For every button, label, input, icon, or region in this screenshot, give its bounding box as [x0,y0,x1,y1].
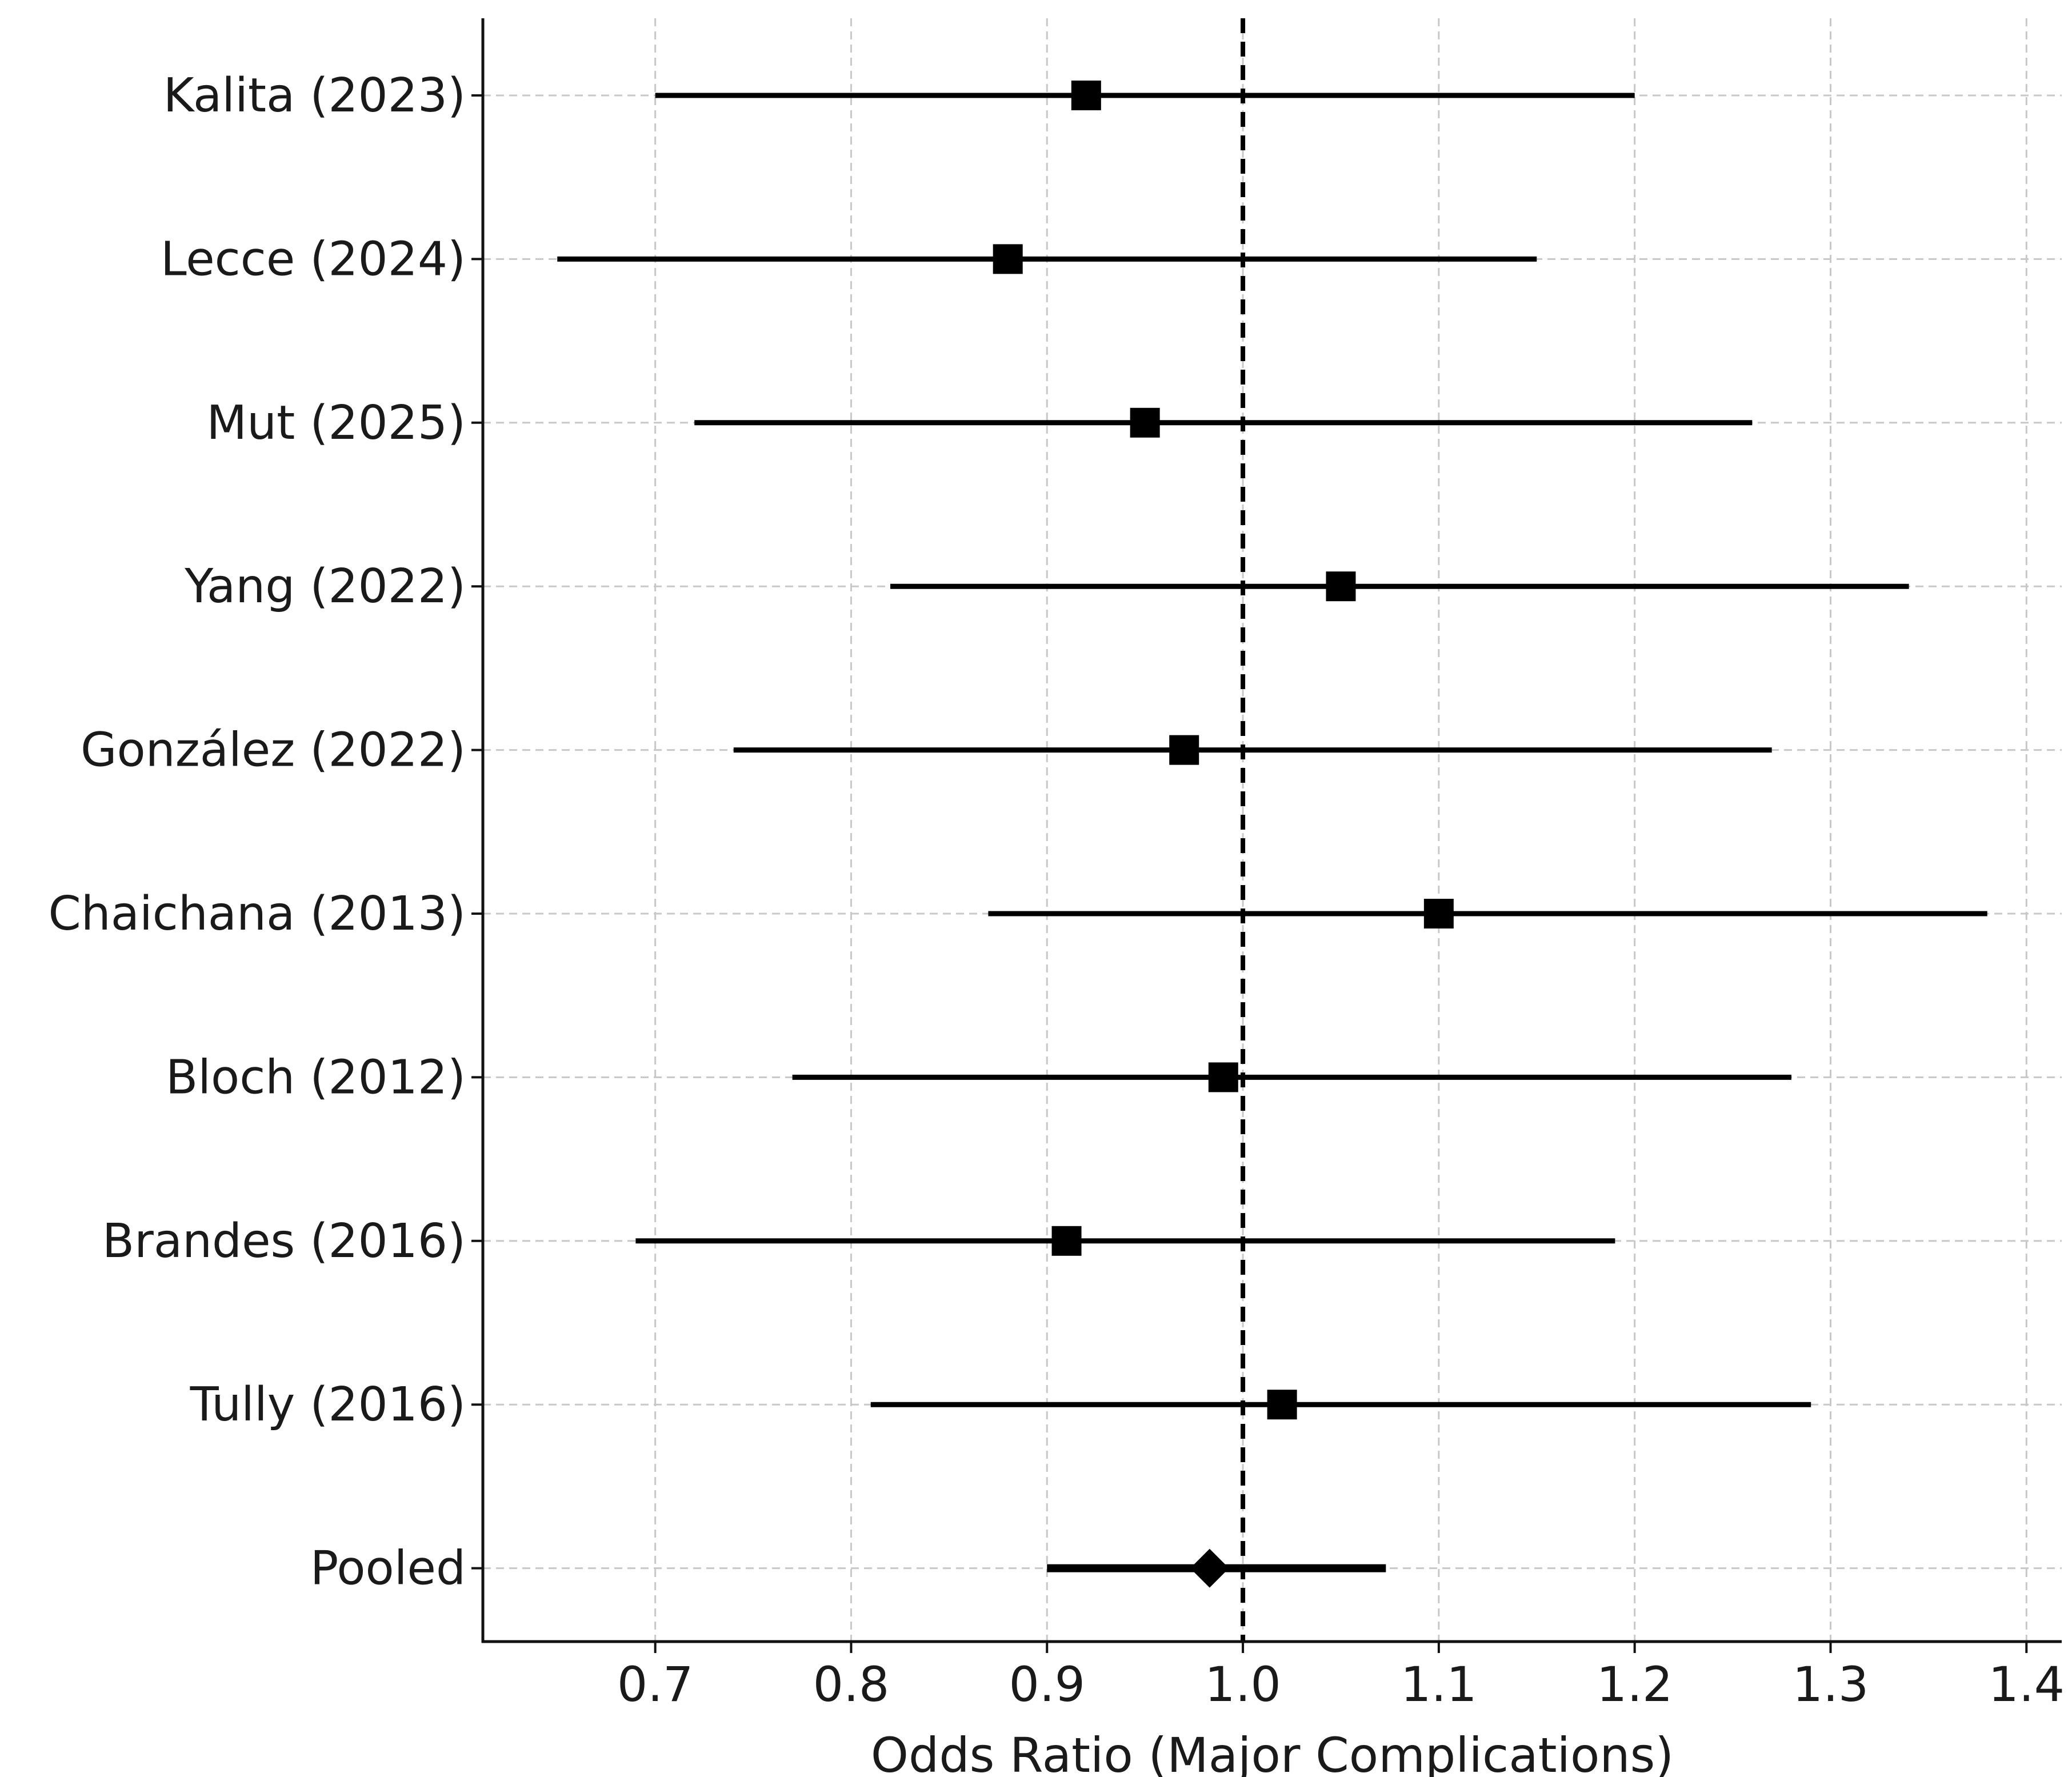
study-label: Lecce (2024) [161,232,466,286]
x-tick-label: 1.4 [1988,1656,2065,1712]
study-label: Pooled [310,1542,466,1596]
effect-square [1326,571,1356,602]
study-label: Kalita (2023) [163,69,466,123]
study-label: Chaichana (2013) [48,887,466,941]
pooled-effect-diamond [1190,1548,1229,1588]
effect-square [1208,1062,1238,1092]
x-tick-label: 0.8 [813,1656,890,1712]
effect-markers [993,81,1454,1588]
effect-square [1071,81,1101,110]
x-tick-label: 1.3 [1793,1656,1869,1712]
study-label: Yang (2022) [184,559,466,614]
x-tick-label: 1.1 [1401,1656,1477,1712]
study-label: Bloch (2012) [166,1050,466,1104]
effect-square [1423,899,1454,928]
x-axis-title: Odds Ratio (Major Complications) [871,1727,1674,1777]
study-label: Mut (2025) [206,396,466,450]
effect-square [1051,1226,1082,1256]
study-label: González (2022) [81,723,466,778]
axes [471,18,2062,1653]
study-label: Brandes (2016) [102,1214,466,1268]
effect-square [1130,407,1160,438]
x-tick-label: 1.0 [1205,1656,1281,1712]
x-tick-label: 0.7 [617,1656,694,1712]
effect-square [993,244,1023,274]
tick-labels: 0.7 0.8 0.9 1.0 1.1 1.2 1.3 1.4 Kalita (2023) Lec… [48,69,2065,1712]
effect-square [1169,735,1199,765]
confidence-intervals [557,93,1987,1572]
study-label: Tully (2016) [190,1378,466,1432]
effect-square [1267,1390,1297,1420]
x-tick-label: 1.2 [1597,1656,1673,1712]
x-tick-label: 0.9 [1009,1656,1085,1712]
